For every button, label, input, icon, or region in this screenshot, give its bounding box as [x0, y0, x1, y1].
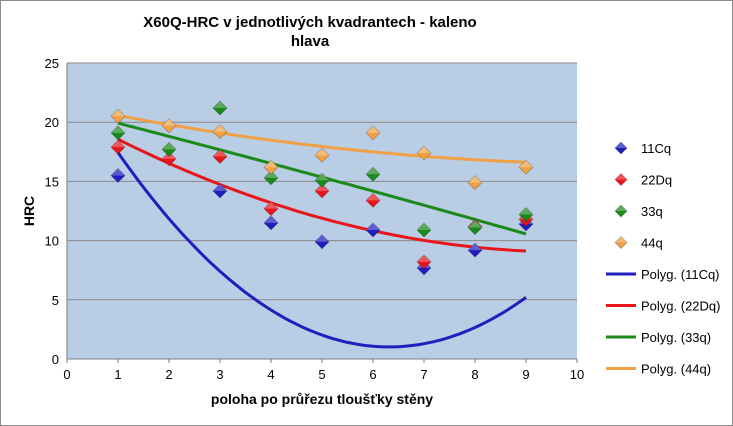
data-point-44q — [263, 159, 279, 175]
x-tick-label: 9 — [522, 367, 529, 382]
data-point-44q — [518, 159, 534, 175]
y-tick-label: 20 — [45, 115, 59, 130]
legend-label: 44q — [641, 236, 663, 251]
y-tick-label: 0 — [52, 352, 59, 367]
x-tick-label: 8 — [471, 367, 478, 382]
data-point-44q — [161, 118, 177, 134]
data-point-22dq — [263, 201, 279, 217]
y-tick-labels: 0 5 10 15 20 25 — [45, 56, 59, 367]
legend-marker — [614, 235, 628, 250]
data-point-22dq — [365, 192, 381, 208]
y-tick-label: 25 — [45, 56, 59, 71]
x-tick-label: 2 — [165, 367, 172, 382]
chart-title-line-1: X60Q-HRC v jednotlivých kvadrantech - ka… — [143, 14, 476, 31]
trendline — [116, 151, 527, 349]
x-axis-label: poloha po průřezu tloušťky stěny — [211, 391, 433, 407]
data-point-44q — [416, 145, 432, 161]
data-point-33q — [212, 100, 228, 116]
data-point-11cq — [110, 167, 126, 184]
x-tick-label: 10 — [570, 367, 584, 382]
trendline — [117, 113, 527, 164]
legend-label: 11Cq — [641, 141, 671, 156]
legend-marker — [614, 141, 628, 155]
legend-label: Polyg. (22Dq) — [641, 299, 720, 314]
legend-marker — [614, 204, 628, 218]
legend: 11Cq 22Dq 33q 44q Polyg. (11Cq) Polyg. (22Dq)… — [606, 141, 720, 377]
y-tick-label: 5 — [52, 293, 59, 308]
chart-title-line-2: hlava — [291, 33, 330, 50]
data-point-11cq — [467, 242, 483, 258]
data-point-44q — [314, 147, 330, 163]
data-point-22dq — [314, 183, 330, 199]
x-tick-label: 5 — [318, 367, 325, 382]
plot-area — [67, 63, 577, 359]
data-point-33q — [110, 125, 126, 141]
x-tick-label: 4 — [267, 367, 274, 382]
x-tick-labels: 0 1 2 3 4 5 6 7 8 9 10 — [63, 359, 584, 382]
legend-label: Polyg. (44q) — [641, 362, 711, 377]
legend-label: 33q — [641, 204, 663, 219]
x-tick-label: 3 — [216, 367, 223, 382]
trendline — [117, 137, 527, 253]
data-point-33q — [518, 206, 534, 223]
data-point-22dq — [416, 254, 432, 270]
data-point-11cq — [365, 222, 381, 238]
data-point-33q — [416, 222, 432, 238]
data-point-33q — [263, 170, 279, 186]
x-tick-label: 1 — [114, 367, 121, 382]
legend-label: Polyg. (11Cq) — [641, 267, 720, 282]
y-tick-label: 10 — [45, 234, 59, 249]
legend-marker — [614, 172, 628, 187]
legend-label: 22Dq — [641, 173, 672, 188]
data-point-44q — [212, 124, 228, 140]
data-point-33q — [314, 172, 330, 188]
data-point-11cq — [314, 234, 330, 250]
data-point-11cq — [263, 215, 279, 231]
data-point-33q — [365, 166, 381, 182]
x-tick-label: 6 — [369, 367, 376, 382]
data-point-33q — [467, 220, 483, 236]
x-tick-label: 0 — [63, 367, 70, 382]
data-point-44q — [365, 125, 381, 141]
x-tick-label: 7 — [420, 367, 427, 382]
data-points — [110, 100, 534, 276]
data-point-44q — [110, 108, 126, 124]
data-point-33q — [161, 141, 177, 157]
data-point-11cq — [212, 183, 228, 199]
y-axis-label: HRC — [21, 196, 37, 226]
data-point-22dq — [212, 148, 228, 165]
data-point-44q — [467, 175, 483, 191]
legend-label: Polyg. (33q) — [641, 330, 711, 345]
data-point-22dq — [110, 139, 126, 155]
y-tick-label: 15 — [45, 174, 59, 189]
